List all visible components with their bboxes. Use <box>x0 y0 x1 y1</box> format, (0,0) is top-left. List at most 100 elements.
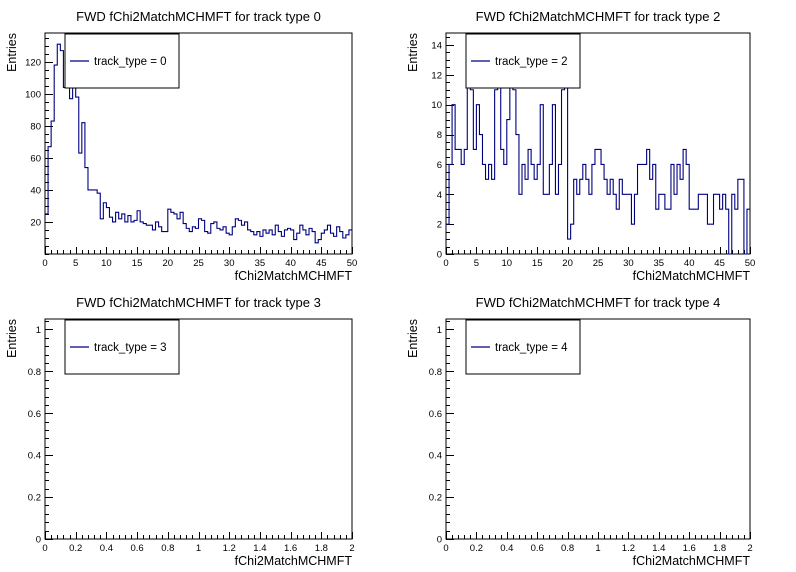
histogram-bin <box>552 105 555 254</box>
y-tick-label: 0.6 <box>429 409 442 420</box>
histogram-bin <box>82 123 85 254</box>
histogram-bin <box>507 120 510 254</box>
histogram-bin <box>464 149 467 254</box>
histogram-bin <box>143 224 146 254</box>
y-tick-label: 40 <box>30 185 41 196</box>
y-tick-label: 8 <box>437 130 442 141</box>
x-tick-label: 45 <box>714 258 725 269</box>
histogram-series-line <box>45 43 352 244</box>
x-tick-label: 1 <box>595 543 600 554</box>
histogram-bin <box>601 164 604 254</box>
y-tick-label: 0.2 <box>429 493 442 504</box>
chart-title: FWD fChi2MatchMCHMFT for track type 0 <box>76 9 321 24</box>
x-tick-label: 25 <box>593 258 604 269</box>
y-tick-label: 0 <box>437 535 442 546</box>
x-tick-label: 1.2 <box>622 543 635 554</box>
x-tick-label: 0.4 <box>500 543 513 554</box>
histogram-bin <box>57 44 60 254</box>
histogram-bin <box>540 105 543 254</box>
histogram-bin <box>504 164 507 254</box>
histogram-bin <box>125 222 128 254</box>
x-tick-label: 0.8 <box>561 543 574 554</box>
histogram-bin <box>638 164 641 254</box>
histogram-bin <box>177 219 180 254</box>
histogram-bin <box>458 149 461 254</box>
x-tick-label: 50 <box>347 258 358 269</box>
histogram-bin <box>214 222 217 254</box>
y-tick-label: 0 <box>36 535 41 546</box>
x-tick-label: 1.4 <box>652 543 665 554</box>
histogram-bin <box>312 232 315 254</box>
histogram-bin <box>510 75 513 254</box>
histogram-bin <box>686 164 689 254</box>
x-tick-label: 25 <box>193 258 204 269</box>
x-tick-label: 0 <box>42 543 47 554</box>
histogram-bin <box>735 209 738 254</box>
x-tick-label: 5 <box>474 258 479 269</box>
histogram-bin <box>180 212 183 254</box>
y-axis-label: Entries <box>406 319 420 358</box>
histogram-bin <box>241 225 244 254</box>
histogram-bin <box>489 164 492 254</box>
plot-frame <box>44 318 353 540</box>
histogram-bin <box>272 235 275 254</box>
histogram-bin <box>303 230 306 254</box>
histogram-bin <box>568 239 571 254</box>
histogram-bin <box>653 164 656 254</box>
histogram-bin <box>644 164 647 254</box>
histogram-bin <box>592 164 595 254</box>
histogram-bin <box>159 227 162 254</box>
x-tick-label: 20 <box>163 258 174 269</box>
histogram-bin <box>88 190 91 254</box>
histogram-bin <box>195 228 198 254</box>
y-tick-label: 0.2 <box>28 493 41 504</box>
x-axis-label: fChi2MatchMCHMFT <box>633 269 751 283</box>
legend-label: track_type = 2 <box>495 56 568 68</box>
histogram-bin <box>235 219 238 254</box>
histogram-bin <box>604 179 607 254</box>
histogram-bin <box>306 235 309 254</box>
histogram-bin <box>284 230 287 254</box>
histogram-bin <box>113 222 116 254</box>
histogram-bin <box>183 224 186 254</box>
histogram-bin <box>251 232 254 254</box>
histogram-bin <box>131 222 134 254</box>
histogram-bin <box>334 236 337 254</box>
histogram-bin <box>106 208 109 254</box>
x-tick-label: 0.2 <box>470 543 483 554</box>
histogram-bin <box>60 51 63 254</box>
histogram-bin <box>707 224 710 254</box>
histogram-bin <box>531 164 534 254</box>
histogram-bin <box>119 219 122 254</box>
histogram-bin <box>199 219 202 254</box>
histogram-bin <box>449 164 452 254</box>
chart-title: FWD fChi2MatchMCHMFT for track type 4 <box>476 295 721 310</box>
histogram-bin <box>665 209 668 254</box>
x-tick-label: 0 <box>42 258 47 269</box>
x-tick-label: 0.6 <box>531 543 544 554</box>
histogram-bin <box>327 225 330 254</box>
histogram-bin <box>516 135 519 254</box>
histogram-bin <box>650 179 653 254</box>
histogram-bin <box>76 97 79 254</box>
histogram-bin <box>340 232 343 254</box>
histogram-bin <box>94 190 97 254</box>
y-tick-label: 14 <box>431 40 442 51</box>
histogram-bin <box>528 149 531 254</box>
histogram-bin <box>580 179 583 254</box>
x-axis-label: fChi2MatchMCHMFT <box>235 269 353 283</box>
histogram-series-line <box>446 74 750 255</box>
y-tick-label: 1 <box>36 325 41 336</box>
histogram-bin <box>692 209 695 254</box>
histogram-bin <box>452 105 455 254</box>
y-tick-label: 2 <box>437 220 442 231</box>
histogram-bin <box>137 211 140 254</box>
histogram-bin <box>343 238 346 254</box>
histogram-bin <box>647 149 650 254</box>
histogram-bin <box>208 233 211 254</box>
x-tick-label: 1 <box>196 543 201 554</box>
histogram-bin <box>455 149 458 254</box>
y-axis-label: Entries <box>5 33 19 72</box>
histogram-bin <box>79 153 82 254</box>
